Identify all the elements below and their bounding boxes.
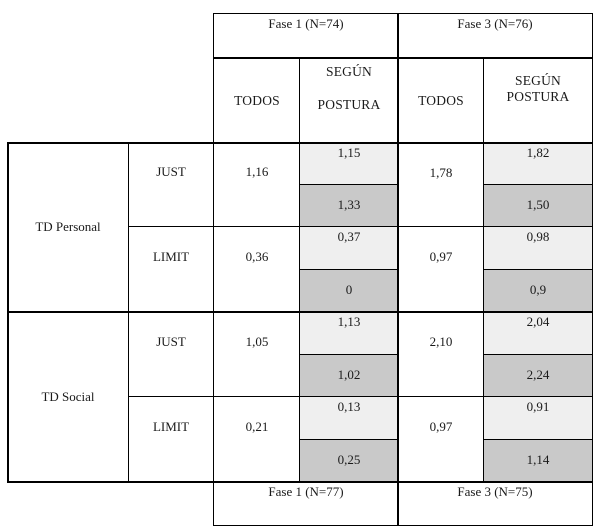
row-label: JUST: [156, 163, 186, 179]
divider: [128, 142, 129, 483]
table-cell: 1,82: [484, 143, 592, 184]
row-label: JUST: [156, 333, 186, 349]
table-cell: 1,02: [300, 354, 398, 397]
row-label: LIMIT: [152, 248, 190, 264]
table-cell: 1,33: [300, 184, 398, 227]
table-cell: 0,36: [245, 248, 269, 264]
table-cell: 0,98: [484, 227, 592, 269]
divider: [483, 269, 593, 270]
group-label: TD Social: [41, 388, 95, 404]
divider: [483, 354, 593, 355]
divider: [483, 439, 593, 440]
divider: [7, 481, 593, 483]
table-cell: 1,16: [245, 163, 269, 179]
group-label: TD Personal: [35, 219, 101, 235]
table-cell: 1,50: [484, 184, 592, 227]
divider: [213, 13, 214, 143]
table-cell: 0,13: [300, 397, 398, 439]
header-segun-postura-f1: SEGÚN POSTURA: [300, 59, 398, 143]
table-cell: 0,37: [300, 227, 398, 269]
divider: [483, 59, 484, 143]
divider: [299, 59, 300, 143]
table-cell: 0,91: [484, 397, 592, 439]
table-cell: 2,24: [484, 354, 592, 397]
table-cell: 0,97: [429, 248, 453, 264]
divider: [299, 439, 398, 440]
header-postura: POSTURA: [506, 88, 570, 104]
header-fase1: Fase 1 (N=74): [268, 16, 344, 31]
divider: [128, 396, 593, 397]
table-cell: 1,05: [245, 333, 269, 349]
table-cell: 1,14: [484, 439, 592, 482]
table-cell: 0: [300, 269, 398, 312]
table-cell: 0,9: [484, 269, 592, 312]
divider: [7, 311, 593, 313]
header-segun-postura-f3: SEGÚN POSTURA: [484, 59, 592, 143]
table-cell: 0,21: [245, 418, 269, 434]
divider: [483, 184, 593, 185]
header-postura: POSTURA: [317, 96, 381, 112]
header-todos-f1: TODOS: [234, 93, 280, 109]
header-todos-f3: TODOS: [418, 93, 464, 109]
header-segun: SEGÚN: [325, 64, 372, 79]
header-segun: SEGÚN: [514, 73, 561, 88]
divider: [299, 184, 398, 185]
divider: [299, 269, 398, 270]
table-cell: 1,13: [300, 312, 398, 354]
table-cell: 0,25: [300, 439, 398, 482]
divider: [7, 142, 593, 144]
divider: [397, 13, 399, 143]
row-label: LIMIT: [152, 418, 190, 434]
table-cell: 0,97: [429, 418, 453, 434]
table-cell: 1,15: [300, 143, 398, 184]
divider: [213, 142, 214, 526]
divider: [299, 354, 398, 355]
footer-fase1: Fase 1 (N=77): [268, 484, 344, 499]
divider: [213, 13, 593, 14]
table-cell: 2,10: [429, 333, 453, 349]
divider: [128, 226, 593, 227]
divider: [299, 142, 300, 483]
divider: [213, 57, 593, 59]
footer-fase3: Fase 3 (N=75): [457, 484, 533, 499]
divider: [7, 142, 9, 483]
divider: [483, 142, 484, 483]
table-cell: 2,04: [484, 312, 592, 354]
divider: [213, 525, 593, 526]
header-fase3: Fase 3 (N=76): [457, 16, 533, 31]
divider: [397, 142, 399, 526]
table-cell: 1,78: [429, 164, 453, 180]
